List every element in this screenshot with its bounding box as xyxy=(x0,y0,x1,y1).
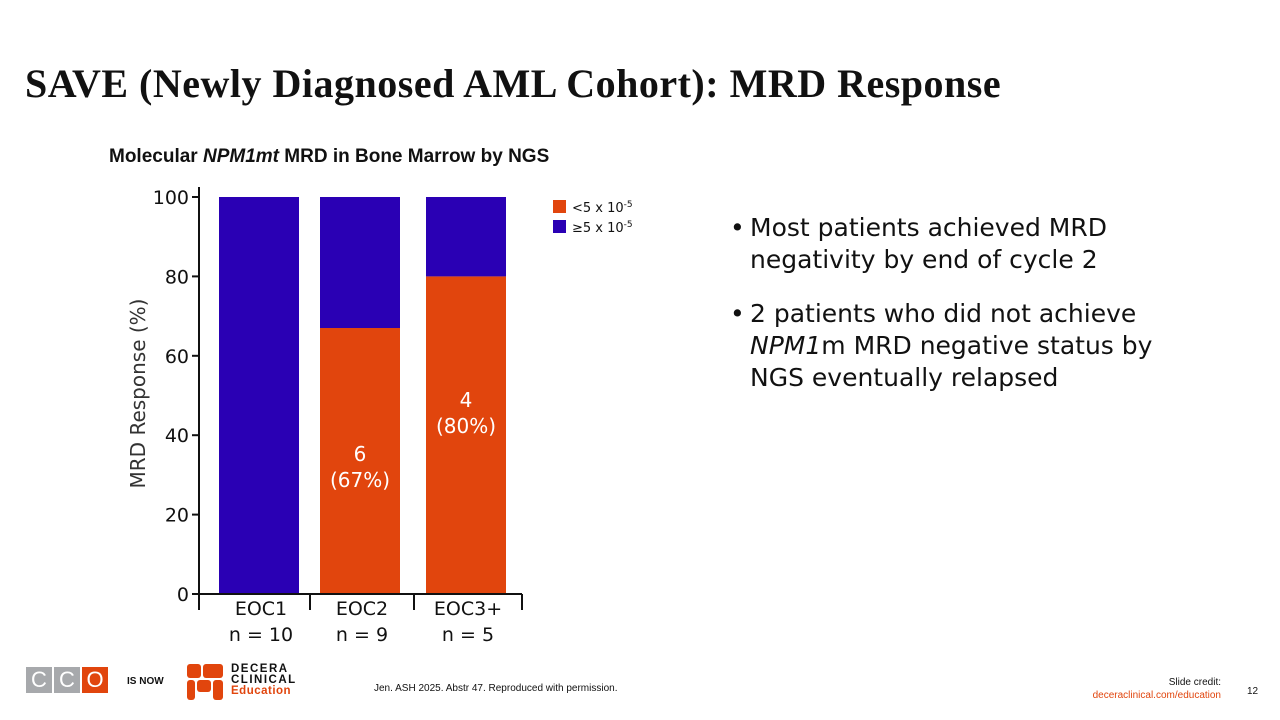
chart-title: Molecular NPM1mt MRD in Bone Marrow by N… xyxy=(109,146,550,167)
credit-link[interactable]: deceraclinical.com/education xyxy=(1092,690,1221,701)
bar-eoc1-series-2 xyxy=(219,197,299,594)
bullet-dot: • xyxy=(730,213,745,242)
slide-title: SAVE (Newly Diagnosed AML Cohort): MRD R… xyxy=(25,61,1002,106)
bar-eoc2-series-2 xyxy=(320,197,400,329)
decera-logo-mark xyxy=(187,664,223,700)
data-label-count: 6 xyxy=(354,442,367,466)
data-label-percent: (80%) xyxy=(436,414,496,438)
bar-eoc2-series-1 xyxy=(320,328,400,594)
bar-eoc3-series-1 xyxy=(426,276,506,594)
x-tick-n-label: n = 9 xyxy=(336,624,388,646)
y-tick-label: 80 xyxy=(165,266,189,288)
x-tick-label: EOC3+ xyxy=(434,598,502,620)
bullet-dot: • xyxy=(730,299,745,328)
bullet-item-1: • Most patients achieved MRD negativity … xyxy=(730,212,1210,276)
is-now-label: IS NOW xyxy=(127,676,164,687)
bullet-text-1: Most patients achieved MRD negativity by… xyxy=(750,213,1107,274)
cco-logo-letter: O xyxy=(82,667,108,693)
y-tick-label: 100 xyxy=(153,187,189,209)
y-tick-label: 20 xyxy=(165,505,189,527)
cco-logo-letter: C xyxy=(54,667,80,693)
bullet-item-2: • 2 patients who did not achieve NPM1m M… xyxy=(730,298,1210,394)
data-label-percent: (67%) xyxy=(330,468,390,492)
cco-logo-letter: C xyxy=(26,667,52,693)
bullet-list: • Most patients achieved MRD negativity … xyxy=(730,212,1210,416)
mrd-response-chart: 0 20 40 60 80 100 EOC1 n = 10 EOC2 n = 9 EOC3+ n = … xyxy=(126,187,633,646)
legend-label: <5 x 10-5 xyxy=(572,200,633,216)
y-tick-label: 60 xyxy=(165,346,189,368)
page-number: 12 xyxy=(1247,686,1259,697)
slide-credit: Slide credit: deceraclinical.com/educati… xyxy=(1092,677,1221,701)
legend-label: ≥5 x 10-5 xyxy=(572,220,633,236)
x-tick-n-label: n = 10 xyxy=(229,624,293,646)
data-label-count: 4 xyxy=(460,388,473,412)
cco-logo: C C O xyxy=(26,667,110,693)
y-axis-label: MRD Response (%) xyxy=(126,299,150,489)
legend-swatch xyxy=(553,220,566,233)
citation: Jen. ASH 2025. Abstr 47. Reproduced with… xyxy=(374,683,618,694)
y-tick-label: 0 xyxy=(177,584,189,606)
bar-eoc3-series-2 xyxy=(426,197,506,277)
bullet-text-2: 2 patients who did not achieve NPM1m MRD… xyxy=(750,299,1153,392)
x-tick-n-label: n = 5 xyxy=(442,624,494,646)
decera-logo-text: DECERA CLINICAL Education xyxy=(231,663,297,697)
x-tick-label: EOC1 xyxy=(235,598,287,620)
legend-swatch xyxy=(553,200,566,213)
x-tick-label: EOC2 xyxy=(336,598,388,620)
y-tick-label: 40 xyxy=(165,425,189,447)
